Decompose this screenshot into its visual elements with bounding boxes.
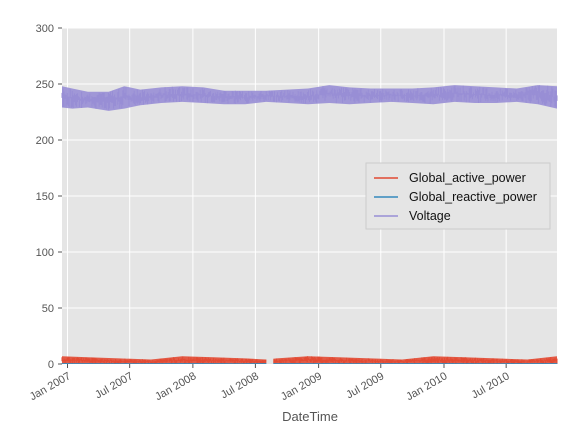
y-tick-label: 100 — [36, 247, 54, 259]
x-tick-label: Jan 2009 — [279, 370, 324, 403]
legend-box — [365, 162, 551, 230]
x-tick-label: Jan 2010 — [404, 370, 449, 403]
y-tick-label: 300 — [36, 23, 54, 35]
x-tick-label: Jan 2007 — [28, 370, 73, 403]
legend: Global_active_power Global_reactive_power… — [365, 162, 551, 230]
legend-label: Voltage — [409, 209, 451, 223]
x-tick-label: Jul 2009 — [344, 370, 386, 401]
legend-label: Global_reactive_power — [409, 190, 537, 204]
series-line — [61, 85, 558, 110]
series-global-reactive-power — [61, 363, 558, 364]
x-tick-label: Jan 2008 — [153, 370, 198, 403]
legend-label: Global_active_power — [409, 171, 526, 185]
y-tick-label: 200 — [36, 135, 54, 147]
x-tick-label: Jul 2010 — [470, 370, 512, 401]
series-line — [61, 356, 558, 364]
y-tick-label: 0 — [48, 359, 54, 371]
data-gap — [266, 353, 274, 364]
y-tick-label: 50 — [42, 303, 54, 315]
x-axis-label: DateTime — [282, 409, 338, 424]
x-tick-label: Jul 2008 — [219, 370, 261, 401]
y-tick-label: 150 — [36, 191, 54, 203]
y-tick-label: 250 — [36, 79, 54, 91]
x-tick-label: Jul 2007 — [93, 370, 135, 401]
series-voltage — [61, 85, 558, 111]
series-global-active-power — [61, 356, 558, 364]
